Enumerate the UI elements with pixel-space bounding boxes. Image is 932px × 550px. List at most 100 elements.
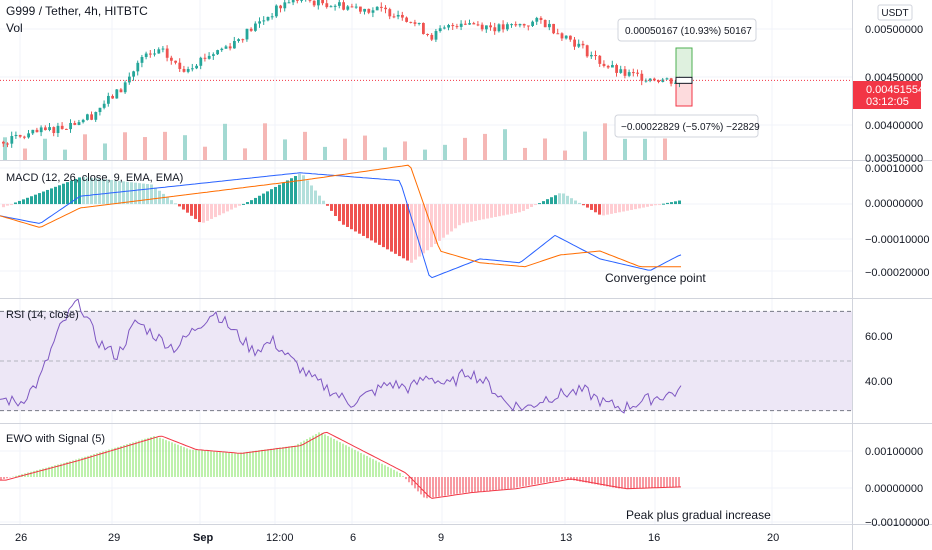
candle-body <box>585 45 589 57</box>
candle-body <box>115 89 119 99</box>
macd-histogram-bar <box>594 204 597 213</box>
macd-histogram-bar <box>366 204 369 239</box>
macd-histogram-bar <box>386 204 389 250</box>
candle-body <box>648 78 652 81</box>
candle-body <box>186 69 190 72</box>
candle-body <box>161 48 165 50</box>
macd-histogram-bar <box>242 203 245 205</box>
candle-body <box>77 122 81 125</box>
macd-histogram-bar <box>270 189 273 205</box>
macd-histogram-bar <box>78 177 81 205</box>
macd-histogram-bar <box>526 204 529 209</box>
candle-body <box>443 27 446 29</box>
macd-histogram-bar <box>98 178 101 205</box>
macd-title: MACD (12, 26, close, 9, EMA, EMA) <box>6 172 183 184</box>
volume-label: Vol <box>6 21 23 35</box>
candle-body <box>598 55 602 64</box>
time-label-4: 6 <box>350 532 356 544</box>
candle-body <box>69 122 72 130</box>
macd-histogram-bar <box>334 204 337 216</box>
volume-bar <box>223 123 227 160</box>
candle-body <box>128 76 131 83</box>
macd-histogram-bar <box>286 180 289 205</box>
macd-histogram-bar <box>482 204 485 220</box>
candle-body <box>266 16 270 21</box>
macd-histogram-bar <box>418 204 421 257</box>
candle-body <box>136 62 140 72</box>
macd-histogram-bar <box>490 204 493 218</box>
macd-tick-1: 0.00000000 <box>865 198 923 210</box>
macd-histogram-bar <box>318 195 321 205</box>
macd-histogram-bar <box>642 204 645 208</box>
currency-button[interactable] <box>877 4 913 21</box>
candle-body <box>674 82 677 84</box>
macd-histogram-bar <box>398 204 401 257</box>
candle-body <box>590 55 593 57</box>
macd-histogram-bar <box>354 204 357 232</box>
macd-histogram-bar <box>310 185 313 205</box>
candle-body <box>569 35 572 40</box>
candle-body <box>623 69 627 76</box>
macd-histogram-bar <box>70 180 73 205</box>
macd-annotation: Convergence point <box>605 271 706 285</box>
price-tick-3: 0.00350000 <box>865 153 923 165</box>
macd-histogram-bar <box>198 204 201 223</box>
macd-histogram-bar <box>278 184 281 205</box>
macd-line <box>0 172 682 279</box>
macd-histogram-bar <box>290 178 293 205</box>
measure-down-text: −0.00022829 (−5.07%) −22829 <box>621 122 760 133</box>
volume-bar <box>603 123 607 160</box>
candle-body <box>527 25 530 27</box>
candle-body <box>81 119 85 123</box>
candle-body <box>262 20 266 22</box>
volume-bar <box>623 138 627 160</box>
macd-histogram-bar <box>218 204 221 216</box>
macd-histogram-bar <box>62 183 65 205</box>
macd-histogram-bar <box>446 204 449 235</box>
candle-body <box>564 35 568 39</box>
volume-bar <box>363 135 367 160</box>
candle-body <box>417 23 421 25</box>
macd-histogram-bar <box>274 186 277 205</box>
candle-body <box>430 34 434 40</box>
macd-histogram-bar <box>478 204 481 221</box>
candle-body <box>438 28 442 32</box>
candle-body <box>73 122 77 125</box>
candle-body <box>182 68 186 72</box>
macd-histogram-bar <box>630 204 633 210</box>
volume-bar <box>183 135 187 160</box>
macd-histogram-bar <box>382 204 385 248</box>
macd-histogram-bar <box>486 204 489 219</box>
macd-panel <box>0 164 682 279</box>
candle-body <box>14 134 18 137</box>
candle-body <box>350 6 354 8</box>
macd-histogram-bar <box>606 204 609 215</box>
macd-histogram-bar <box>266 191 269 205</box>
macd-histogram-bar <box>174 203 177 205</box>
macd-histogram-bar <box>166 197 169 205</box>
candle-body <box>476 24 480 26</box>
volume-bar <box>163 131 167 160</box>
macd-histogram-bar <box>250 200 253 205</box>
candle-body <box>18 134 22 137</box>
candle-body <box>102 103 106 108</box>
candle-body <box>367 8 371 13</box>
candle-body <box>254 23 257 31</box>
candle-body <box>413 22 417 24</box>
candle-body <box>203 57 207 59</box>
macd-histogram-bar <box>394 204 397 254</box>
macd-histogram-bar <box>30 196 33 205</box>
macd-histogram-bar <box>210 204 213 219</box>
macd-histogram-bar <box>618 204 621 213</box>
macd-histogram-bar <box>54 186 57 205</box>
candle-body <box>90 114 93 120</box>
macd-histogram-bar <box>202 204 205 223</box>
candle-body <box>518 23 522 26</box>
measure-up-text: 0.00050167 (10.93%) 50167 <box>625 26 752 37</box>
candle-body <box>380 6 383 8</box>
macd-histogram-bar <box>34 194 37 205</box>
macd-histogram-bar <box>638 204 641 209</box>
ewo-panel <box>0 431 682 499</box>
macd-histogram-bar <box>126 181 129 205</box>
